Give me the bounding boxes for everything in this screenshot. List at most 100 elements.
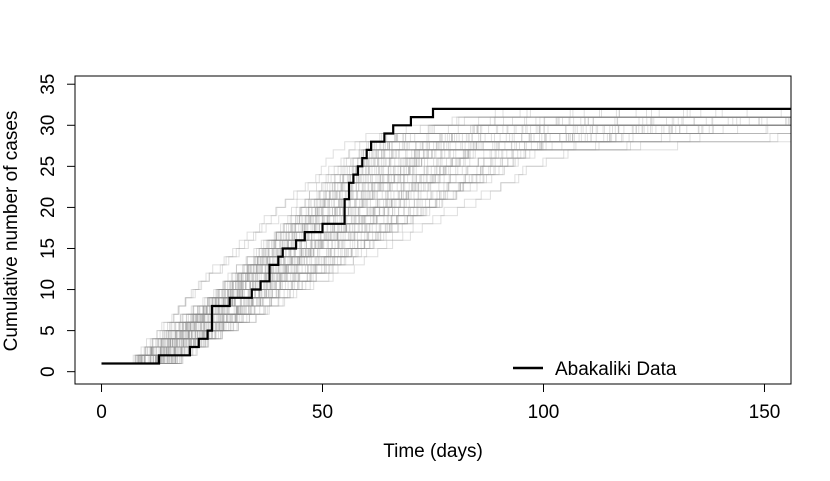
y-tick-label: 15 [38,238,59,259]
simulated-trajectory [101,116,791,364]
simulated-trajectory [101,116,791,364]
simulated-trajectory [101,108,791,364]
y-tick-label: 0 [38,366,59,377]
simulated-trajectory [101,116,791,364]
y-axis-label: Cumulative number of cases [1,111,22,352]
simulated-trajectory [101,124,791,364]
simulated-trajectory [101,116,791,364]
simulated-trajectory [101,124,791,364]
y-tick-label: 25 [38,156,59,177]
simulated-trajectory [101,116,791,364]
simulated-trajectory [101,116,791,364]
simulated-trajectory [101,116,791,364]
x-tick-label: 50 [312,402,333,423]
simulation-curves [101,108,792,364]
simulated-trajectory [101,116,791,364]
simulated-trajectory [101,116,791,364]
y-tick-label: 5 [38,325,59,336]
simulated-trajectory [101,124,791,364]
x-axis: 0 50 100 150 [96,384,780,423]
simulated-trajectory [101,116,791,364]
simulated-trajectory [101,116,791,364]
simulated-trajectory [101,108,791,364]
simulated-trajectory [101,108,791,364]
simulated-trajectory [101,133,791,364]
legend: Abakaliki Data [513,359,677,380]
simulated-trajectory [101,108,791,364]
simulated-trajectory [101,124,791,364]
simulated-trajectory [101,116,791,364]
x-axis-label: Time (days) [383,441,483,462]
simulated-trajectory [101,116,791,364]
simulated-trajectory [101,116,791,364]
simulated-trajectory [101,116,791,364]
simulated-trajectory [101,116,791,364]
simulated-trajectory [101,124,791,364]
simulated-trajectory [101,116,791,364]
simulated-trajectory [101,116,791,364]
simulated-trajectory [101,133,791,364]
simulated-trajectory [101,124,791,364]
x-tick-label: 150 [749,402,781,423]
simulated-trajectory [101,116,791,364]
simulated-trajectory [101,124,791,364]
simulated-trajectory [101,116,791,364]
simulated-trajectory [101,108,791,364]
simulated-trajectory [101,116,791,364]
simulated-trajectory [101,124,791,364]
simulated-trajectory [101,116,791,364]
simulated-trajectory [101,124,791,364]
simulated-trajectory [101,124,791,364]
simulated-trajectory [101,124,791,364]
simulated-trajectory [101,124,791,364]
simulated-trajectory [101,108,791,364]
simulated-trajectory [101,108,791,364]
simulated-trajectory [101,116,792,364]
y-tick-label: 35 [38,74,59,95]
simulated-trajectory [101,108,791,364]
simulated-trajectory [101,116,791,364]
simulated-trajectory [101,116,791,364]
x-tick-label: 0 [96,402,107,423]
observed-series [101,107,791,365]
y-axis: 0 5 10 15 20 25 30 35 [38,74,75,377]
simulated-trajectory [101,116,791,364]
simulated-trajectory [101,108,791,364]
simulated-trajectory [101,133,791,364]
simulated-trajectory [101,108,791,364]
simulated-trajectory [101,108,791,364]
y-tick-label: 10 [38,279,59,300]
simulated-trajectory [101,116,791,364]
simulated-trajectory [101,108,791,364]
simulated-trajectory [101,108,791,364]
simulated-trajectory [101,116,791,364]
simulated-trajectory [101,108,791,364]
simulated-trajectory [101,108,791,364]
legend-label: Abakaliki Data [555,359,677,380]
simulated-trajectory [101,116,791,364]
simulated-trajectory [101,124,791,364]
simulated-trajectory [101,116,791,364]
simulated-trajectory [101,124,791,364]
simulated-trajectory [101,124,791,364]
simulated-trajectory [101,124,791,364]
simulated-trajectory [101,124,791,364]
simulated-trajectory [101,124,791,364]
simulated-trajectory [101,108,791,364]
simulated-trajectory [101,108,791,364]
simulated-trajectory [101,124,791,364]
simulated-trajectory [101,108,791,364]
simulated-trajectory [101,116,791,364]
x-tick-label: 100 [528,402,560,423]
y-tick-label: 30 [38,115,59,136]
simulated-trajectory [101,108,791,364]
simulated-trajectory [101,124,791,364]
simulated-trajectory [101,124,791,364]
simulated-trajectory [101,124,791,364]
simulated-trajectory [101,116,791,364]
simulated-trajectory [101,108,791,364]
plot-frame [74,75,792,385]
simulated-trajectory [101,116,791,364]
simulated-trajectory [101,108,791,364]
